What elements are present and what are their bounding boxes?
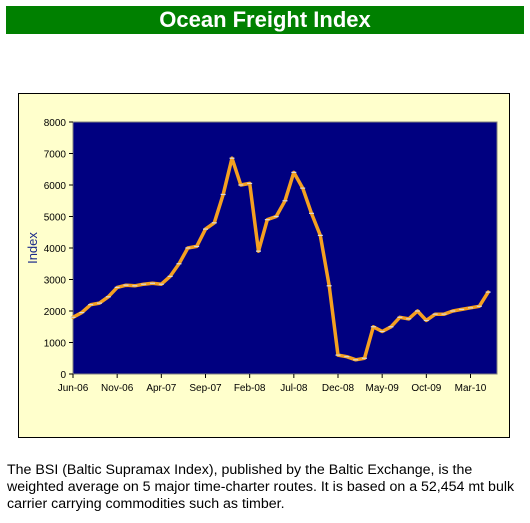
y-tick-label: 7000 bbox=[44, 150, 67, 161]
y-tick-label: 3000 bbox=[44, 276, 67, 287]
chart-frame: 0 1000 2000 3000 4000 5000 6000 7000 8000 Jun-06 N… bbox=[18, 93, 510, 438]
x-tick-label: Jul-08 bbox=[280, 383, 308, 394]
y-tick-label: 2000 bbox=[44, 307, 67, 318]
line-chart: 0 1000 2000 3000 4000 5000 6000 7000 8000 Jun-06 N… bbox=[25, 118, 498, 394]
x-tick-label: Feb-08 bbox=[234, 383, 266, 394]
y-tick-label: 1000 bbox=[44, 339, 67, 350]
y-axis-title: Index bbox=[25, 232, 40, 264]
x-tick-label: May-09 bbox=[365, 383, 399, 394]
x-tick-label: Sep-07 bbox=[189, 383, 222, 394]
x-tick-label: Mar-10 bbox=[455, 383, 487, 394]
x-tick-label: Dec-08 bbox=[322, 383, 355, 394]
y-tick-label: 4000 bbox=[44, 244, 67, 255]
y-tick-label: 8000 bbox=[44, 118, 67, 129]
y-tick-label: 6000 bbox=[44, 181, 67, 192]
y-tick-label: 0 bbox=[60, 370, 66, 381]
x-tick-label: Jun-06 bbox=[58, 383, 89, 394]
caption-text: The BSI (Baltic Supramax Index), publish… bbox=[7, 462, 515, 512]
x-tick-label: Oct-09 bbox=[411, 383, 441, 394]
page-title: Ocean Freight Index bbox=[6, 6, 524, 34]
plot-area bbox=[72, 121, 498, 375]
x-tick-label: Apr-07 bbox=[146, 383, 176, 394]
x-tick-label: Nov-06 bbox=[101, 383, 134, 394]
y-tick-label: 5000 bbox=[44, 213, 67, 224]
